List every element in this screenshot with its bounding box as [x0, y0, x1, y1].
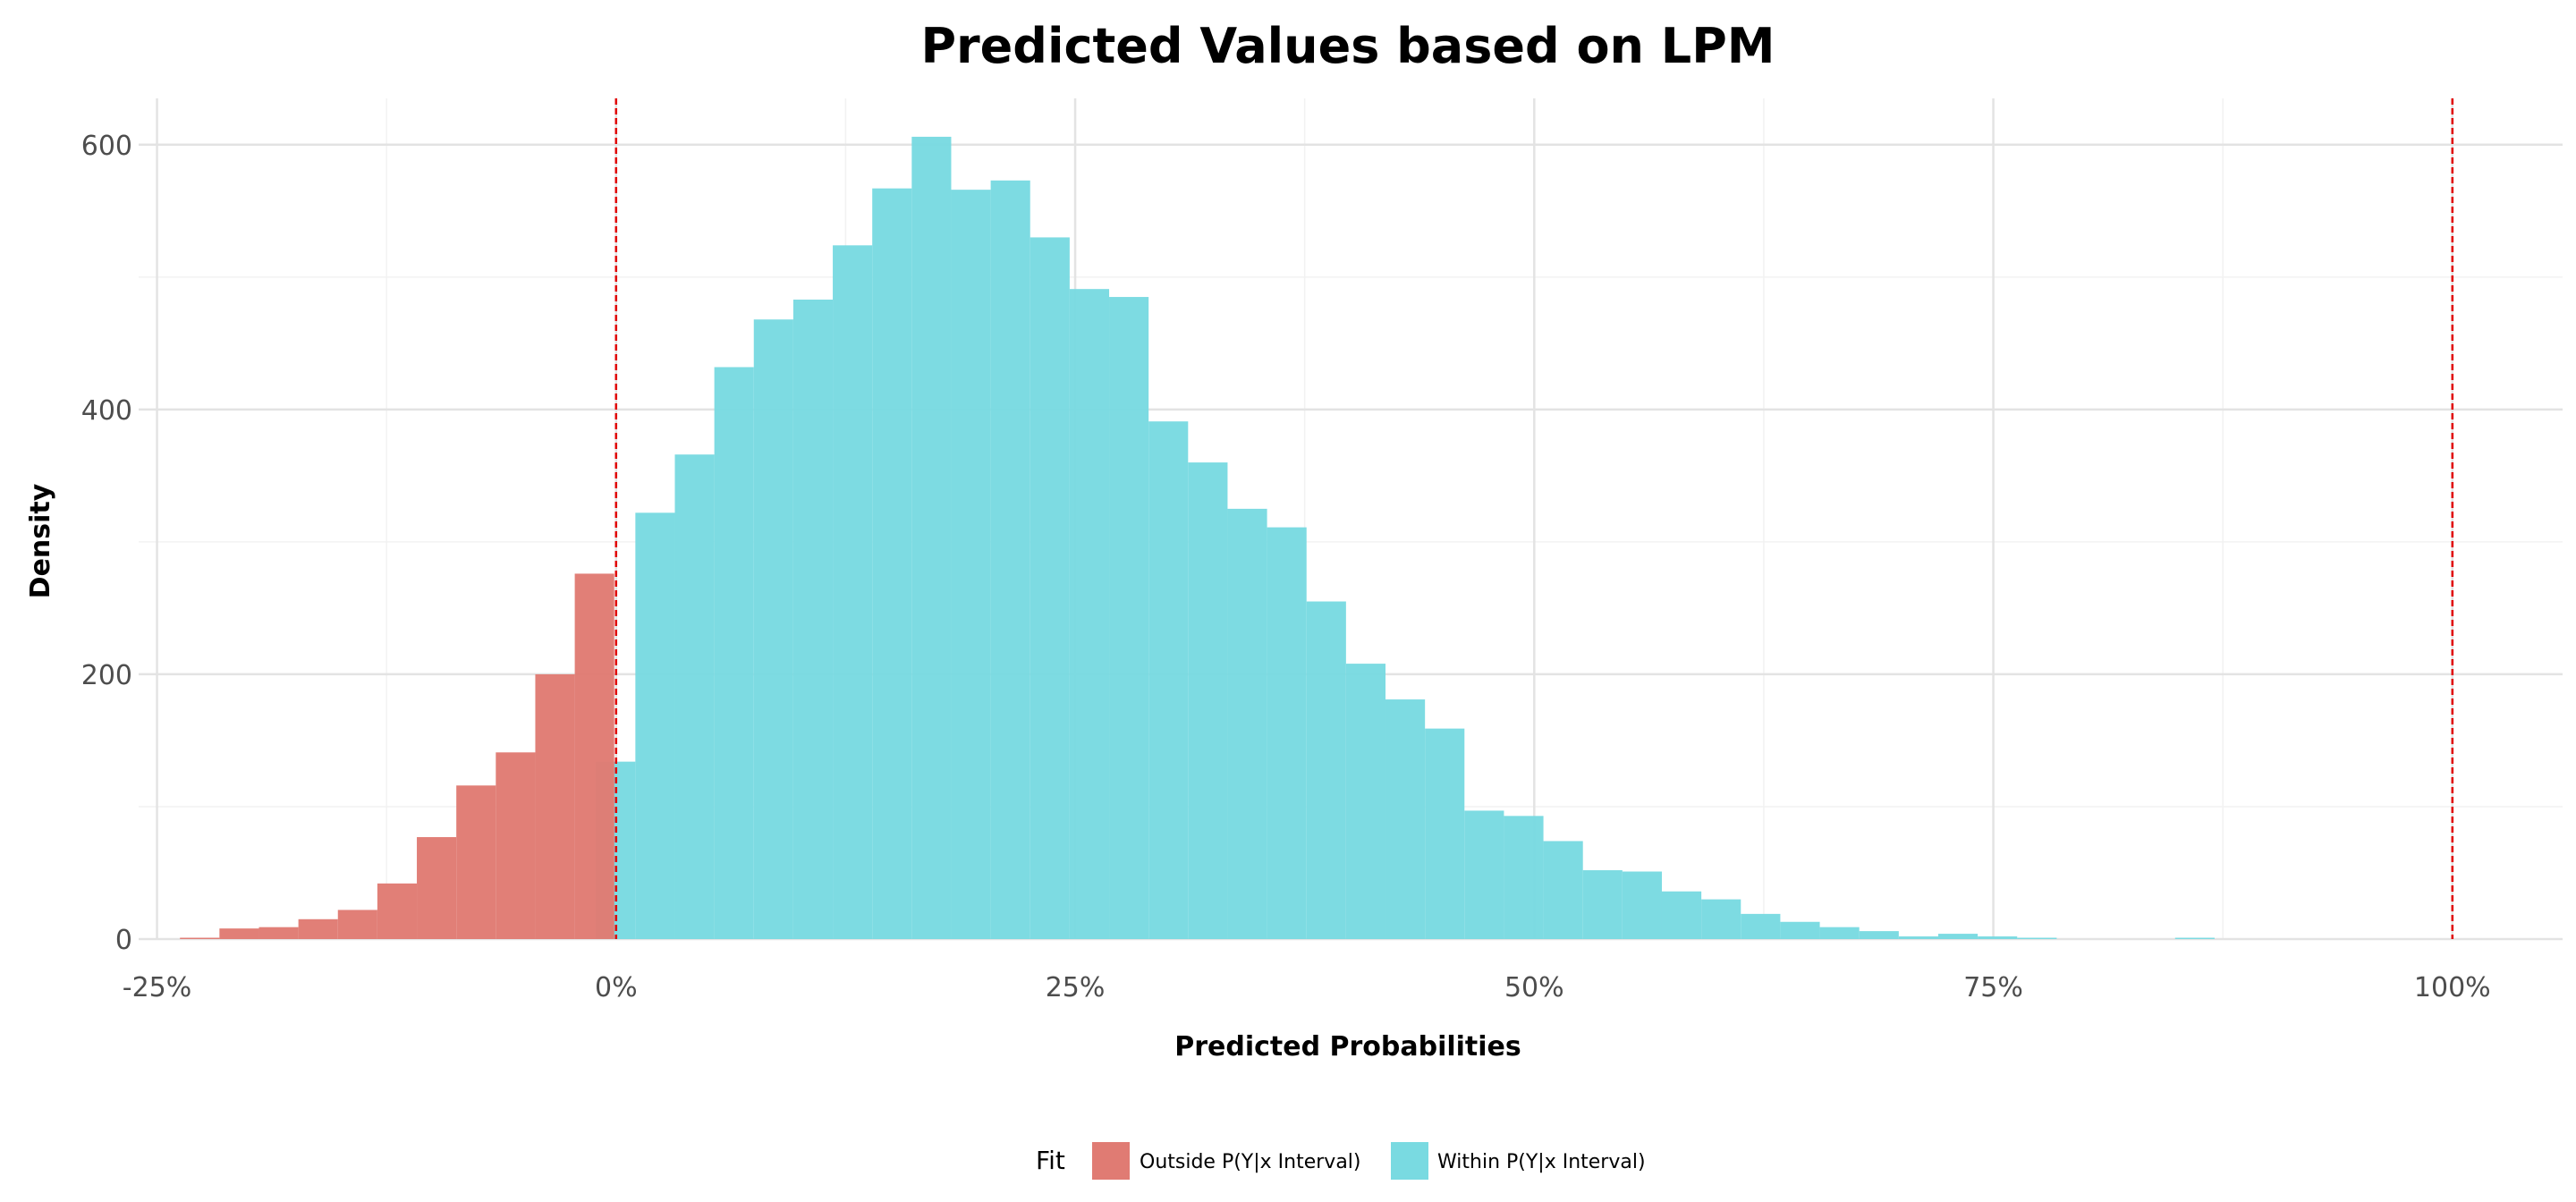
- bar-within-3: [714, 367, 754, 940]
- y-axis-title: Density: [25, 483, 56, 598]
- bar-within-9: [951, 190, 991, 940]
- y-tick-label: 400: [81, 395, 132, 427]
- bar-within-24: [1543, 841, 1583, 939]
- bar-outside-10: [574, 573, 614, 939]
- bar-within-20: [1385, 699, 1426, 939]
- bar-within-30: [1780, 921, 1820, 939]
- legend-label-within: Within P(Y|x Interval): [1437, 1151, 1646, 1173]
- x-tick-label: 50%: [1504, 972, 1564, 1003]
- bar-within-7: [872, 188, 912, 939]
- x-tick-label: -25%: [123, 972, 192, 1003]
- bar-within-1: [635, 512, 675, 939]
- y-tick-label: 600: [81, 131, 132, 162]
- bar-outside-2: [258, 927, 299, 939]
- x-tick-label: 25%: [1046, 972, 1106, 1003]
- bar-outside-5: [377, 883, 418, 939]
- bar-within-13: [1109, 297, 1149, 939]
- bar-within-6: [833, 245, 873, 940]
- bar-within-37: [2174, 937, 2215, 939]
- bar-within-14: [1148, 421, 1189, 939]
- bar-within-10: [990, 180, 1030, 939]
- legend-swatch-within: [1391, 1142, 1428, 1180]
- legend-title: Fit: [1036, 1146, 1065, 1175]
- bar-within-2: [674, 454, 715, 939]
- y-tick-label: 200: [81, 660, 132, 691]
- bar-within-33: [1898, 936, 1938, 939]
- bar-within-8: [911, 136, 952, 939]
- y-tick-label: 0: [115, 925, 132, 956]
- x-tick-label: 100%: [2414, 972, 2491, 1003]
- bar-within-16: [1227, 508, 1267, 939]
- x-tick-label: 0%: [595, 972, 638, 1003]
- reference-lines: [614, 98, 2454, 939]
- bar-within-19: [1345, 664, 1386, 939]
- bar-outside-6: [417, 837, 457, 939]
- bar-within-26: [1622, 871, 1662, 939]
- bar-outside-1: [219, 928, 259, 939]
- bar-within-15: [1188, 462, 1228, 939]
- bar-within-17: [1267, 527, 1307, 939]
- bar-within-11: [1030, 237, 1070, 939]
- x-axis-title: Predicted Probabilities: [1174, 1031, 1521, 1062]
- bar-outside-7: [456, 785, 496, 939]
- bar-outside-3: [298, 918, 338, 939]
- bar-outside-8: [496, 752, 536, 939]
- bar-outside-9: [535, 673, 575, 939]
- bar-within-31: [1819, 927, 1860, 939]
- x-tick-label: 75%: [1963, 972, 2023, 1003]
- legend: Fit Outside P(Y|x Interval) Within P(Y|x…: [1036, 1142, 1646, 1180]
- bar-within-5: [792, 300, 834, 939]
- bar-within-35: [1978, 936, 2018, 939]
- bar-within-25: [1582, 870, 1623, 939]
- bar-within-12: [1069, 289, 1110, 939]
- bar-within-23: [1504, 816, 1544, 939]
- bar-outside-0: [180, 937, 220, 939]
- bar-within-28: [1701, 899, 1741, 939]
- bar-within-4: [753, 319, 793, 939]
- bar-within-29: [1741, 913, 1781, 939]
- bar-within-27: [1661, 891, 1702, 939]
- legend-swatch-outside: [1092, 1142, 1130, 1180]
- legend-label-outside: Outside P(Y|x Interval): [1140, 1151, 1361, 1173]
- axes: -25% 0% 25% 50% 75% 100% 0 200 400 600: [81, 131, 2491, 1003]
- bar-within-18: [1306, 601, 1346, 939]
- bar-within-36: [2017, 937, 2057, 939]
- bars: [180, 136, 2215, 940]
- bar-within-32: [1859, 931, 1899, 939]
- bar-outside-4: [337, 910, 377, 939]
- bar-within-22: [1464, 810, 1504, 939]
- bar-within-34: [1937, 934, 1979, 939]
- bar-within-21: [1425, 728, 1465, 939]
- chart-title: Predicted Values based on LPM: [920, 18, 1775, 74]
